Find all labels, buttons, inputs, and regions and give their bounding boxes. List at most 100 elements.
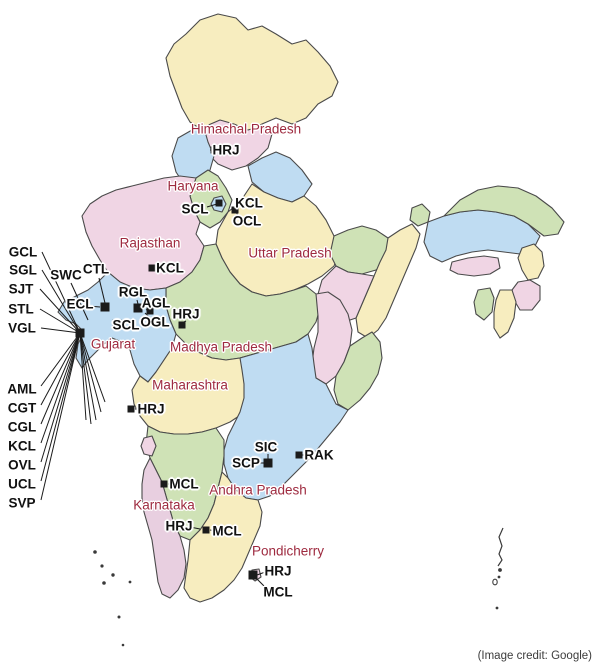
- location-marker-m-mcl-kar[interactable]: [160, 480, 168, 488]
- facility-code-label-mcl-29[interactable]: MCL: [169, 476, 199, 492]
- location-marker-m-hrj-mp[interactable]: [178, 321, 186, 329]
- fan-ray-0: [79, 332, 87, 421]
- facility-code-label-mcl-31[interactable]: MCL: [212, 523, 242, 539]
- location-marker-m-pondy[interactable]: [248, 570, 258, 580]
- leader-line-rgl: [136, 299, 139, 305]
- island-nicobar-2: [497, 575, 501, 579]
- state-shapes: [57, 13, 565, 603]
- fan-line-cgt-6: [40, 332, 81, 406]
- fan-line-stl-3: [39, 308, 81, 334]
- facility-code-label-hrj-9[interactable]: HRJ: [172, 306, 200, 322]
- state-meghalaya: [449, 255, 501, 277]
- facility-code-label-kcl-16[interactable]: KCL: [235, 195, 263, 211]
- facility-code-label-swc-2[interactable]: SWC: [50, 267, 82, 283]
- facility-code-label-scl-15[interactable]: SCL: [181, 201, 209, 217]
- facility-code-label-gcl-0[interactable]: GCL: [8, 244, 38, 260]
- image-credit: (Image credit: Google): [477, 650, 592, 662]
- gujarat-gulf-khambhat: [104, 340, 122, 378]
- facility-code-label-ucl-23[interactable]: UCL: [8, 476, 36, 492]
- fan-line-sjt-2: [39, 288, 81, 334]
- fan-line-ovl-9: [40, 332, 81, 463]
- fan-line-gcl-0: [41, 251, 81, 334]
- fan-line-aml-5: [40, 332, 81, 387]
- facility-code-label-scp-27[interactable]: SCP: [232, 455, 260, 471]
- location-marker-m-scl-guj[interactable]: [112, 319, 122, 329]
- facility-code-label-ogl-11[interactable]: OGL: [140, 314, 170, 330]
- state-jammu-kashmir: [165, 13, 339, 133]
- island-andaman: [497, 527, 504, 567]
- island-nicobar-1: [498, 568, 502, 572]
- state-andhra-pradesh: [223, 333, 349, 501]
- facility-code-label-aml-18[interactable]: AML: [7, 381, 37, 397]
- facility-code-label-ctl-3[interactable]: CTL: [82, 261, 110, 277]
- facility-code-label-sjt-4[interactable]: SJT: [8, 281, 34, 297]
- state-tripura: [473, 287, 495, 321]
- facility-code-label-sic-26[interactable]: SIC: [254, 439, 278, 455]
- island-lakshadweep-7: [121, 643, 125, 647]
- location-marker-m-kcl-raj[interactable]: [148, 264, 156, 272]
- facility-code-label-vgl-12[interactable]: VGL: [8, 320, 36, 336]
- facility-code-label-cgt-19[interactable]: CGT: [7, 400, 37, 416]
- islands: [93, 527, 504, 647]
- location-marker-m-scp-ap[interactable]: [263, 458, 273, 468]
- facility-code-label-hrj-32[interactable]: HRJ: [264, 563, 292, 579]
- facility-code-label-agl-7[interactable]: AGL: [141, 295, 171, 311]
- facility-code-label-svp-24[interactable]: SVP: [8, 495, 36, 511]
- location-marker-m-scl-haryana[interactable]: [215, 199, 223, 207]
- facility-code-label-hrj-25[interactable]: HRJ: [137, 401, 165, 417]
- facility-code-label-cgl-20[interactable]: CGL: [7, 419, 37, 435]
- location-marker-m-hrj-hp[interactable]: [210, 146, 218, 154]
- fan-line-ucl-10: [40, 332, 81, 482]
- facility-code-label-rgl-6[interactable]: RGL: [118, 284, 148, 300]
- fan-line-kcl-8: [40, 332, 81, 444]
- state-kerala: [141, 457, 187, 599]
- island-lakshadweep-4: [102, 581, 106, 585]
- location-marker-m-agl-guj[interactable]: [146, 307, 154, 315]
- facility-code-label-mcl-33[interactable]: MCL: [263, 584, 293, 600]
- facility-code-label-kcl-21[interactable]: KCL: [8, 438, 36, 454]
- island-lakshadweep-2: [100, 564, 104, 568]
- leader-line-mcl2: [209, 529, 217, 532]
- facility-code-label-kcl-13[interactable]: KCL: [156, 260, 184, 276]
- facility-code-label-stl-8[interactable]: STL: [8, 301, 34, 317]
- location-marker-m-ctl-guj[interactable]: [100, 303, 108, 311]
- state-sikkim: [409, 203, 431, 227]
- leader-line-hrj4: [189, 526, 201, 530]
- leader-line-ctl: [98, 277, 106, 304]
- facility-code-label-ovl-22[interactable]: OVL: [8, 457, 36, 473]
- location-marker-m-mcl-kar2[interactable]: [202, 526, 210, 534]
- facility-code-label-ocl-17[interactable]: OCL: [232, 213, 262, 229]
- leader-line-hrjp: [256, 570, 269, 576]
- location-marker-m-hrj-kar[interactable]: [176, 523, 184, 531]
- island-lakshadweep-6: [117, 615, 121, 619]
- leader-line-ecl: [87, 305, 101, 308]
- island-lakshadweep-5: [128, 580, 132, 584]
- island-nicobar-3: [492, 578, 498, 586]
- leader-line-scl: [206, 203, 218, 208]
- state-manipur: [511, 279, 541, 311]
- state-arunachal-pradesh: [443, 185, 565, 237]
- location-marker-m-hrj-mah[interactable]: [127, 405, 135, 413]
- location-marker-m-hub-guj[interactable]: [75, 328, 85, 338]
- location-marker-m-rgl-guj[interactable]: [133, 303, 143, 313]
- fan-line-svp-11: [40, 332, 81, 501]
- facility-code-label-scl-10[interactable]: SCL: [112, 317, 140, 333]
- state-tamil-nadu: [183, 471, 263, 603]
- fan-ray-2: [79, 332, 97, 421]
- fan-ray-3: [79, 332, 102, 413]
- state-mizoram: [493, 289, 517, 339]
- island-lakshadweep-1: [93, 550, 97, 554]
- facility-code-label-hrj-30[interactable]: HRJ: [165, 518, 193, 534]
- facility-code-label-hrj-14[interactable]: HRJ: [212, 142, 240, 158]
- fan-line-cgl-7: [40, 332, 81, 425]
- facility-code-label-ecl-5[interactable]: ECL: [66, 296, 94, 312]
- location-marker-m-kcl-ocl-up[interactable]: [231, 206, 239, 214]
- state-nagaland: [517, 243, 545, 281]
- fan-line-sgl-1: [41, 269, 81, 334]
- facility-code-label-sgl-1[interactable]: SGL: [9, 262, 37, 278]
- state-odisha: [333, 331, 383, 411]
- facility-code-label-rak-28[interactable]: RAK: [304, 447, 334, 463]
- island-nicobar-4: [495, 606, 499, 610]
- location-marker-m-rak-ap[interactable]: [295, 451, 303, 459]
